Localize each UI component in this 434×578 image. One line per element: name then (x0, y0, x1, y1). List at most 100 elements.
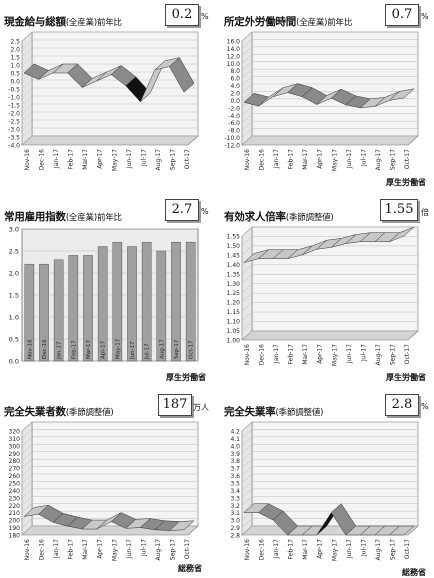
x-tick-label: May-17 (111, 149, 118, 171)
data-ribbon-segment (388, 525, 415, 536)
x-tick-label: Nov-16 (244, 539, 251, 561)
x-tick-label: Apr-17 (317, 149, 324, 169)
data-bar (39, 263, 49, 362)
data-bar (83, 255, 93, 362)
gridline-side (241, 525, 253, 536)
gridline-side (241, 451, 253, 461)
y-tick-label: 3.0 (9, 226, 19, 234)
gridline-side (241, 31, 253, 42)
gridline-side (21, 488, 33, 499)
x-tick-label: Apr-17 (97, 149, 104, 169)
y-tick-label: -3.0 (8, 127, 20, 134)
x-tick-label: Jul-17 (360, 149, 367, 167)
gridline-side (21, 481, 33, 491)
y-tick-label: 190 (9, 525, 21, 532)
gridline-side (21, 55, 33, 66)
x-tick-label: Mar-17 (86, 339, 92, 359)
y-tick-label: 1.50 (227, 243, 241, 250)
x-tick-label: Oct-17 (404, 344, 411, 364)
gridline-side (21, 466, 33, 476)
gridline-side (21, 135, 33, 146)
y-tick-label: 300 (9, 443, 21, 450)
y-tick-label: 1.30 (227, 281, 241, 288)
y-tick-label: 10.0 (227, 61, 241, 68)
gridline-side (241, 421, 253, 432)
data-bar (127, 246, 137, 362)
chart-panel-wage: 現金給与総額(全産業)前年比 0.2 % 2.5 2.0 1.5 1.0 0.5 0.0-… (2, 2, 210, 188)
y-tick-label: 8.0 (230, 68, 240, 75)
y-tick-label: 0.0 (10, 79, 20, 86)
gridline-side (21, 503, 33, 513)
employment-chart: 3.0 2.5 2.0 1.5 1.0 0.5 0.0 Nov-16 Dec-16 Jan-17 F… (9, 226, 199, 366)
x-tick-label: Jan-17 (57, 341, 63, 360)
y-tick-label: -2.5 (8, 119, 20, 126)
x-tick-label: Jun-17 (346, 344, 353, 364)
y-tick-label: -6.0 (228, 120, 240, 127)
gridline-side (241, 226, 253, 237)
chart-panel-employment: 常用雇用指数(全産業)前年比 2.7 % 3.0 2.5 2.0 1.5 1.0 0.5 0… (2, 197, 210, 383)
y-tick-label: 2.8 (230, 533, 240, 540)
chart-title: 常用雇用指数(全産業)前年比 (4, 211, 122, 223)
x-tick-label: Dec-16 (259, 539, 266, 561)
gridline-side (21, 103, 33, 114)
y-tick-label: 1.5 (10, 55, 20, 62)
gridline-side (21, 87, 33, 98)
x-tick-label: May-17 (331, 149, 338, 171)
y-tick-label: 270 (9, 466, 21, 473)
y-tick-label: 1.20 (227, 300, 241, 307)
data-ribbon-segment (169, 57, 195, 93)
y-tick-label: 2.5 (10, 39, 20, 46)
x-tick-label: Jul-17 (360, 539, 367, 557)
x-tick-label: Sep-17 (389, 344, 396, 365)
gridline-side (241, 496, 253, 506)
x-tick-label: Dec-16 (39, 539, 46, 561)
gridline-side (241, 135, 253, 146)
y-tick-label: 0.0 (230, 98, 240, 105)
gridline-side (241, 236, 253, 246)
y-tick-label: 210 (9, 510, 21, 517)
chart-title: 有効求人倍率(季節調整値) (224, 211, 334, 223)
y-tick-label: -4.0 (228, 113, 240, 120)
x-tick-label: May-17 (331, 344, 338, 366)
y-tick-label: 14.0 (227, 46, 241, 53)
value-unit: % (201, 207, 209, 216)
chart-panel-jobs-ratio: 有効求人倍率(季節調整値) 1.55 倍 1.55 1.50 1.45 1.40 1.3… (222, 197, 430, 383)
x-tick-label: Aug-17 (375, 539, 382, 561)
x-tick-label: Aug-17 (155, 539, 162, 561)
gridline-side (21, 47, 33, 58)
gridline-side (241, 113, 253, 123)
plot-floor (241, 135, 419, 146)
x-tick-label: May-17 (331, 539, 338, 561)
gridline-side (21, 95, 33, 106)
gridline-side (21, 31, 33, 42)
gridline-side (241, 54, 253, 64)
y-tick-label: 0.5 (10, 71, 20, 78)
y-tick-label: 260 (9, 473, 21, 480)
y-tick-label: 3.5 (230, 481, 240, 488)
gridline-side (21, 525, 33, 536)
latest-value-box: 2.7 (165, 199, 199, 221)
y-tick-label: 320 (9, 429, 21, 436)
source-label: 厚生労働省 (386, 373, 426, 382)
jobs-ratio-chart: 1.55 1.50 1.45 1.40 1.35 1.30 1.25 1.20 1.15 1.10… (227, 226, 419, 366)
x-tick-label: Jan-17 (53, 149, 60, 169)
gridline-side (21, 436, 33, 447)
y-tick-label: -0.5 (8, 87, 20, 94)
chart-panel-overtime: 所定外労働時間(全産業)前年比 0.7 % 16.0 14.0 12.0 10.0 8.… (222, 2, 430, 188)
y-tick-label: 1.55 (227, 234, 241, 241)
chart-title: 完全失業者数(季節調整値) (4, 406, 114, 418)
data-bar (97, 246, 108, 362)
x-tick-label: Jun-17 (126, 149, 133, 169)
y-tick-label: 1.05 (227, 328, 241, 335)
x-tick-label: Jul-17 (140, 149, 147, 167)
wage-chart: 2.52.01.51.00.50.0-0.5-1.0-1.5-2.0-2.5-3… (8, 31, 199, 171)
x-tick-label: Nov-16 (244, 149, 251, 171)
y-tick-label: 2.0 (230, 91, 240, 98)
plot-back-wall (31, 31, 199, 137)
y-tick-label: 2.0 (9, 270, 19, 278)
x-tick-label: Nov-16 (24, 539, 31, 561)
x-tick-label: Feb-17 (288, 149, 295, 170)
data-bar (171, 241, 181, 362)
data-ribbon-segment (389, 226, 415, 242)
x-tick-label: Jun-17 (346, 149, 353, 169)
